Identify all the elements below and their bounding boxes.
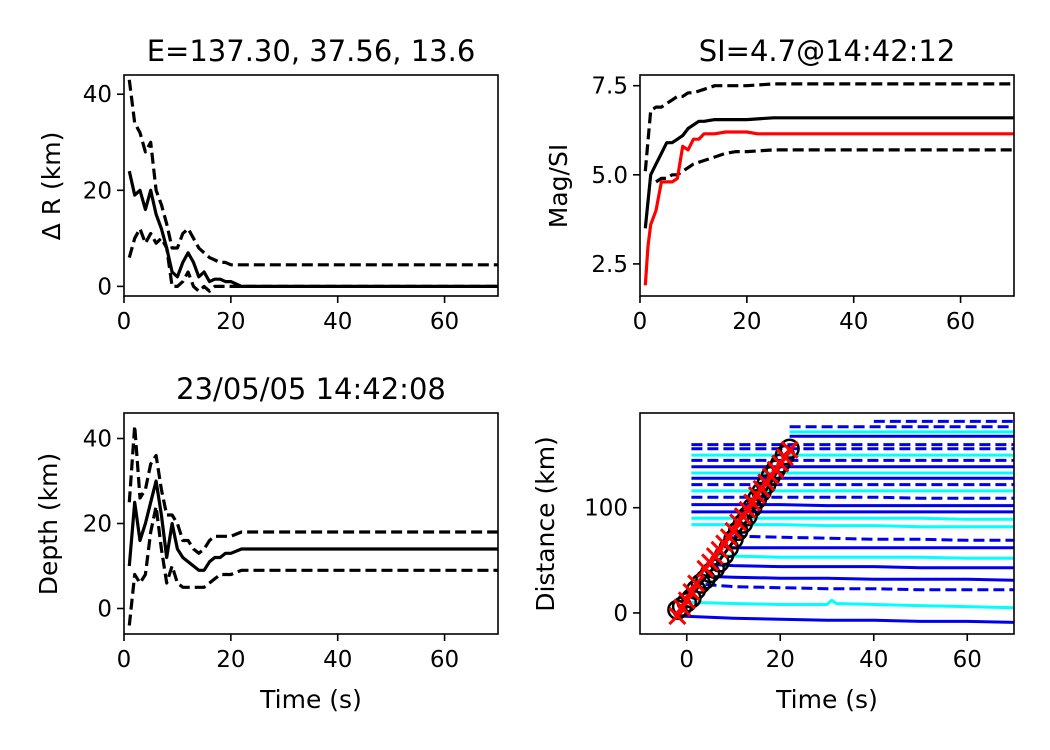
- panel-depth-xtick-label: 20: [216, 647, 245, 673]
- panel-distance: Distance (km) Time (s) 0 20 40 60 0 100: [531, 412, 1015, 714]
- panel-delta-r-ytick-label: 20: [83, 178, 112, 204]
- panel-distance-ytick-label: 100: [584, 496, 628, 522]
- panel-distance-cross-marker: [724, 521, 743, 540]
- panel-magnitude-series-line-2: [655, 148, 1014, 184]
- panel-depth-xlabel: Time (s): [259, 685, 362, 714]
- panel-distance-series-line-6: [723, 545, 1014, 550]
- panel-distance-series-line-1: [691, 598, 1014, 610]
- panel-distance-series-line-3: [700, 574, 1014, 582]
- panel-depth-axes-frame: [123, 412, 499, 635]
- panel-depth-plot-area: [127, 424, 498, 626]
- panel-distance-xtick-label: 60: [953, 647, 982, 673]
- panel-depth-ylabel: Depth (km): [34, 453, 63, 595]
- panel-delta-r-title: E=137.30, 37.56, 13.6: [147, 34, 476, 68]
- panel-delta-r: E=137.30, 37.56, 13.6 Δ R (km) 0 20 40 60 0 2…: [37, 34, 499, 335]
- panel-depth-series-line-1: [127, 424, 498, 555]
- panel-depth-ytick-label: 40: [83, 427, 112, 453]
- panel-distance-ytick-label: 0: [613, 601, 628, 627]
- panel-depth-xtick-label: 0: [117, 647, 132, 673]
- panel-magnitude-ytick-label: 5.0: [591, 163, 628, 189]
- panel-magnitude-xtick-label: 0: [633, 309, 648, 335]
- panel-distance-cross-marker: [780, 440, 799, 459]
- panel-delta-r-plot-area: [127, 79, 498, 293]
- panel-delta-r-series-line-0: [127, 170, 498, 288]
- panel-distance-cross-marker: [668, 607, 687, 626]
- panel-magnitude-title: SI=4.7@14:42:12: [699, 34, 956, 68]
- panel-delta-r-axes-frame: [123, 74, 499, 297]
- panel-magnitude-xtick-label: 60: [946, 309, 975, 335]
- panel-distance-series-line-2: [705, 583, 1014, 592]
- panel-distance-xlabel: Time (s): [775, 685, 878, 714]
- panel-depth-xtick-label: 60: [430, 647, 459, 673]
- panel-distance-xtick-label: 40: [859, 647, 888, 673]
- panel-magnitude-axes-frame: [639, 74, 1015, 297]
- panel-delta-r-xtick-label: 20: [216, 309, 245, 335]
- panel-distance-circle-marker: [779, 438, 800, 460]
- panel-distance-series-line-8: [691, 523, 1014, 529]
- panel-distance-cross-marker: [687, 574, 706, 593]
- panel-distance-series-line-4: [710, 563, 1014, 570]
- panel-magnitude-series-line-1: [643, 82, 1014, 172]
- panel-distance-series-line-7: [733, 534, 1014, 542]
- panel-delta-r-xtick-label: 0: [117, 309, 132, 335]
- panel-delta-r-ylabel: Δ R (km): [37, 132, 66, 241]
- panel-distance-series-line-0: [682, 614, 1014, 624]
- panel-distance-plot-area: [667, 419, 1014, 626]
- panel-distance-series-line-11: [691, 503, 1014, 508]
- panel-depth-title: 23/05/05 14:42:08: [176, 372, 446, 406]
- panel-delta-r-xtick-label: 60: [430, 309, 459, 335]
- panel-distance-cross-marker: [682, 582, 701, 601]
- panel-depth: 23/05/05 14:42:08 Depth (km) Time (s) 0 2…: [34, 372, 499, 714]
- panel-magnitude-xtick-label: 20: [732, 309, 761, 335]
- panel-delta-r-ytick-label: 40: [83, 82, 112, 108]
- panel-depth-ytick-label: 0: [97, 597, 112, 623]
- panel-magnitude: SI=4.7@14:42:12 Mag/SI 0 20 40 60 2.5 5.0 7.5: [544, 34, 1015, 335]
- panel-delta-r-series-line-2: [127, 227, 498, 293]
- panel-magnitude-ytick-label: 2.5: [591, 252, 628, 278]
- panel-depth-series-line-0: [127, 479, 498, 572]
- panel-distance-series-line-5: [714, 553, 1014, 560]
- panel-distance-series-line-9: [691, 516, 1014, 521]
- panel-distance-xtick-label: 0: [679, 647, 694, 673]
- panel-magnitude-series-line-3: [643, 130, 1014, 286]
- panel-delta-r-series-line-1: [127, 79, 498, 267]
- panel-distance-cross-marker: [677, 591, 696, 610]
- panel-depth-ytick-label: 20: [83, 512, 112, 538]
- panel-depth-series-line-2: [127, 504, 498, 626]
- panel-distance-ylabel: Distance (km): [531, 436, 560, 612]
- panel-distance-axes-frame: [639, 412, 1015, 635]
- panel-distance-xtick-label: 20: [766, 647, 795, 673]
- panel-magnitude-xtick-label: 40: [839, 309, 868, 335]
- panel-delta-r-ytick-label: 0: [97, 274, 112, 300]
- panel-delta-r-xtick-label: 40: [323, 309, 352, 335]
- panel-distance-series-line-12: [691, 495, 1014, 500]
- panel-magnitude-series-line-0: [643, 116, 1014, 229]
- panel-depth-xtick-label: 40: [323, 647, 352, 673]
- panel-magnitude-plot-area: [643, 82, 1014, 286]
- panel-magnitude-ylabel: Mag/SI: [544, 144, 573, 228]
- panel-magnitude-ytick-label: 7.5: [591, 74, 628, 100]
